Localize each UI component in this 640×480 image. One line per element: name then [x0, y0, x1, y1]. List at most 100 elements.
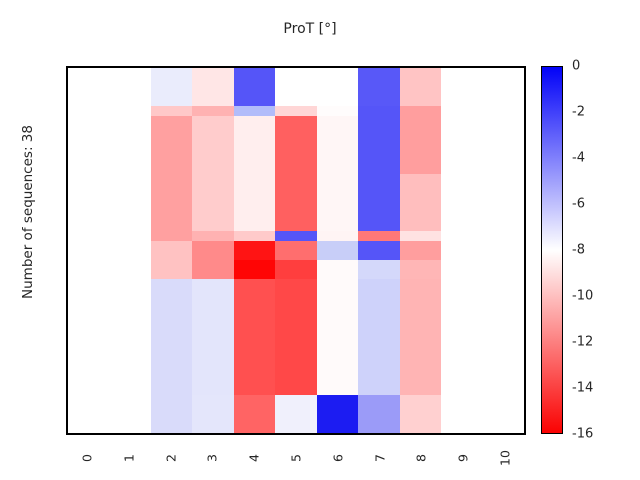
heatmap-cell: [109, 394, 151, 433]
heatmap-cell: [441, 106, 483, 117]
heatmap-cell: [316, 106, 359, 117]
heatmap-row: [68, 106, 524, 117]
heatmap-cell: [233, 68, 276, 107]
colorbar-tick-label: -6: [572, 196, 585, 212]
heatmap-cell: [150, 68, 193, 107]
heatmap-cell: [109, 260, 151, 280]
heatmap-cell: [109, 173, 151, 232]
heatmap-cell: [150, 260, 193, 280]
heatmap-cell: [192, 173, 234, 232]
heatmap-cell: [68, 394, 110, 433]
heatmap-cell: [482, 116, 524, 174]
heatmap-cell: [316, 68, 359, 107]
heatmap-cell: [150, 116, 193, 174]
heatmap-cell: [233, 106, 276, 117]
heatmap-cell: [316, 279, 359, 395]
heatmap-cell: [68, 116, 110, 174]
x-tick-label: 10: [497, 450, 513, 466]
heatmap-cell: [68, 231, 110, 241]
heatmap-cell: [275, 68, 317, 107]
colorbar-tick-label: -4: [572, 150, 585, 166]
heatmap-cell: [275, 394, 317, 433]
x-tick-label: 4: [246, 454, 262, 462]
heatmap-cell: [192, 240, 234, 261]
heatmap-cell: [358, 240, 400, 261]
heatmap-cell: [68, 279, 110, 395]
colorbar-tick-label: -16: [572, 426, 594, 442]
heatmap-cell: [275, 173, 317, 232]
heatmap-cell: [68, 106, 110, 117]
heatmap-cell: [192, 106, 234, 117]
heatmap-cell: [150, 394, 193, 433]
heatmap-cell: [441, 240, 483, 261]
heatmap-cell: [109, 231, 151, 241]
heatmap-cell: [441, 173, 483, 232]
heatmap-cell: [275, 240, 317, 261]
heatmap-cell: [192, 68, 234, 107]
heatmap-cell: [399, 106, 442, 117]
heatmap-cell: [233, 173, 276, 232]
heatmap-cell: [68, 240, 110, 261]
heatmap-cell: [399, 394, 442, 433]
heatmap-cell: [316, 231, 359, 241]
heatmap-cell: [150, 106, 193, 117]
x-tick-label: 9: [455, 454, 471, 462]
heatmap-cell: [358, 106, 400, 117]
colorbar-tick-label: -14: [572, 380, 594, 396]
heatmap-cell: [233, 394, 276, 433]
heatmap-cell: [358, 231, 400, 241]
heatmap-cell: [399, 173, 442, 232]
heatmap-cell: [150, 279, 193, 395]
heatmap-cell: [441, 231, 483, 241]
heatmap-cell: [399, 68, 442, 107]
heatmap-cell: [192, 231, 234, 241]
heatmap-cell: [441, 260, 483, 280]
heatmap-cell: [399, 240, 442, 261]
heatmap-cell: [482, 68, 524, 107]
heatmap-cell: [150, 173, 193, 232]
heatmap-cell: [192, 279, 234, 395]
heatmap-cell: [316, 116, 359, 174]
heatmap-cell: [358, 260, 400, 280]
heatmap-cell: [441, 68, 483, 107]
heatmap-cell: [68, 260, 110, 280]
heatmap-cell: [441, 394, 483, 433]
heatmap-cell: [192, 260, 234, 280]
heatmap-cell: [358, 68, 400, 107]
heatmap-row: [68, 394, 524, 433]
x-tick-label: 0: [79, 454, 95, 462]
heatmap-cell: [358, 173, 400, 232]
heatmap-cell: [109, 279, 151, 395]
heatmap-cell: [399, 116, 442, 174]
x-tick-label: 5: [288, 454, 304, 462]
heatmap-cell: [275, 106, 317, 117]
heatmap-cell: [192, 116, 234, 174]
heatmap-cell: [441, 116, 483, 174]
colorbar: [541, 66, 563, 434]
heatmap-cell: [68, 68, 110, 107]
y-axis-label: Number of sequences: 38: [20, 125, 36, 299]
heatmap-cell: [109, 240, 151, 261]
heatmap-cell: [233, 231, 276, 241]
heatmap-cell: [316, 394, 359, 433]
colorbar-tick-label: -8: [572, 242, 585, 258]
heatmap-row: [68, 231, 524, 241]
heatmap-cell: [399, 279, 442, 395]
heatmap-cell: [316, 260, 359, 280]
heatmap-cell: [399, 260, 442, 280]
heatmap-cell: [482, 279, 524, 395]
x-tick-label: 1: [121, 454, 137, 462]
heatmap-cell: [68, 173, 110, 232]
colorbar-tick-label: 0: [572, 58, 581, 74]
heatmap-cell: [316, 173, 359, 232]
heatmap-cell: [192, 394, 234, 433]
heatmap-cell: [233, 116, 276, 174]
x-tick-label: 3: [204, 454, 220, 462]
x-tick-label: 7: [372, 454, 388, 462]
colorbar-tick-label: -10: [572, 288, 594, 304]
heatmap-cell: [358, 116, 400, 174]
heatmap-cell: [482, 231, 524, 241]
heatmap-row: [68, 68, 524, 107]
heatmap-cell: [482, 394, 524, 433]
